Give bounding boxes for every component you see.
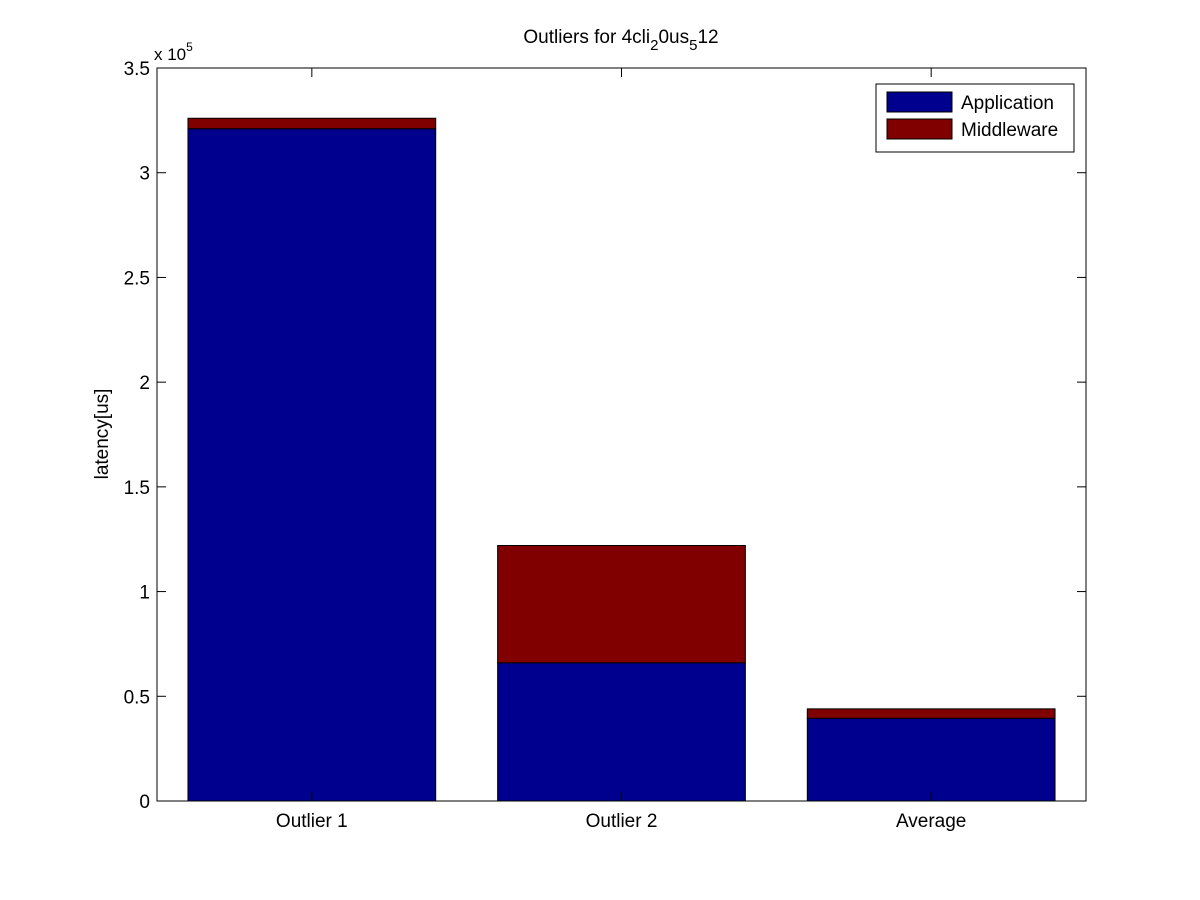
y-multiplier: x 105 [154,40,193,64]
y-tick-label: 1.5 [124,478,150,499]
title-part: Outliers for 4cli [523,27,650,48]
title-part: 5 [689,37,697,54]
plot-frame [156,67,1087,802]
y-tick-label: 1 [139,583,150,604]
bar-middleware-1 [187,117,437,130]
bar-application-3 [806,717,1056,802]
legend-swatch-application [886,91,953,113]
title-part: 12 [697,27,718,48]
bar-middleware-3 [806,708,1056,719]
x-tick-label: Outlier 1 [276,811,348,832]
y-tick-label: 3.5 [124,59,150,80]
x-tick-labels: Outlier 1 Outlier 2 Average [276,811,966,832]
x-tick-label: Average [896,811,966,832]
y-tick-label: 3 [139,164,150,185]
y-tick-label: 2.5 [124,268,150,289]
y-tick-label: 0.5 [124,687,150,708]
bar-application-2 [497,662,746,802]
title-part: 2 [650,37,658,54]
y-axis-label: latency[us] [92,389,113,480]
legend: Application Middleware [875,83,1075,153]
legend-swatch-middleware [886,118,953,140]
x-tick-label: Outlier 2 [586,811,658,832]
bars-group [187,117,1056,802]
chart-title: Outliers for 4cli20us512 [523,27,718,54]
bar-middleware-2 [497,544,746,664]
y-tick-label: 0 [139,792,150,813]
y-tick-labels: 0 0.5 1 1.5 2 2.5 3 3.5 [124,59,150,813]
bar-application-1 [187,128,437,802]
legend-label-middleware: Middleware [961,120,1058,141]
legend-label-application: Application [961,93,1054,114]
title-part: 0us [658,27,689,48]
y-tick-label: 2 [139,373,150,394]
